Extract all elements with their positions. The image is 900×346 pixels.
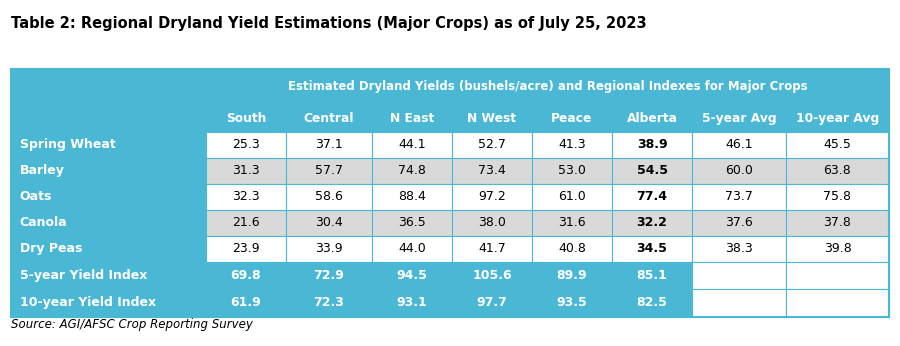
Text: 60.0: 60.0: [725, 164, 752, 177]
Text: 10-year Avg: 10-year Avg: [796, 111, 879, 125]
Text: 52.7: 52.7: [478, 138, 506, 151]
Text: 54.5: 54.5: [636, 164, 668, 177]
Text: Alberta: Alberta: [626, 111, 678, 125]
Text: 61.9: 61.9: [230, 296, 261, 309]
Text: 69.8: 69.8: [230, 269, 261, 282]
Text: 94.5: 94.5: [397, 269, 427, 282]
Text: 97.7: 97.7: [476, 296, 508, 309]
Text: Central: Central: [303, 111, 355, 125]
Text: 63.8: 63.8: [824, 164, 851, 177]
Text: 93.5: 93.5: [556, 296, 588, 309]
Text: 61.0: 61.0: [558, 190, 586, 203]
Text: 31.3: 31.3: [232, 164, 260, 177]
Text: Source: AGI/AFSC Crop Reporting Survey: Source: AGI/AFSC Crop Reporting Survey: [11, 318, 253, 331]
Text: 37.8: 37.8: [824, 216, 851, 229]
Text: 37.6: 37.6: [725, 216, 752, 229]
Text: 73.4: 73.4: [478, 164, 506, 177]
Text: 73.7: 73.7: [725, 190, 752, 203]
Text: 88.4: 88.4: [398, 190, 426, 203]
Text: 57.7: 57.7: [315, 164, 343, 177]
Text: 77.4: 77.4: [636, 190, 668, 203]
Text: 72.9: 72.9: [313, 269, 345, 282]
Text: 23.9: 23.9: [232, 242, 260, 255]
Text: Table 2: Regional Dryland Yield Estimations (Major Crops) as of July 25, 2023: Table 2: Regional Dryland Yield Estimati…: [11, 16, 646, 30]
Text: 53.0: 53.0: [558, 164, 586, 177]
Text: 105.6: 105.6: [472, 269, 512, 282]
Text: 45.5: 45.5: [824, 138, 851, 151]
Text: N West: N West: [467, 111, 517, 125]
Text: 75.8: 75.8: [824, 190, 851, 203]
Text: 74.8: 74.8: [398, 164, 426, 177]
Text: 39.8: 39.8: [824, 242, 851, 255]
Text: 40.8: 40.8: [558, 242, 586, 255]
Text: 5-year Avg: 5-year Avg: [702, 111, 776, 125]
Text: 38.3: 38.3: [725, 242, 752, 255]
Text: 10-year Yield Index: 10-year Yield Index: [20, 296, 156, 309]
Text: 32.2: 32.2: [636, 216, 668, 229]
Text: 30.4: 30.4: [315, 216, 343, 229]
Text: Dry Peas: Dry Peas: [20, 242, 82, 255]
Text: South: South: [226, 111, 266, 125]
Text: 34.5: 34.5: [636, 242, 668, 255]
Text: 44.1: 44.1: [398, 138, 426, 151]
Text: 46.1: 46.1: [725, 138, 752, 151]
Text: 44.0: 44.0: [398, 242, 426, 255]
Text: 38.9: 38.9: [636, 138, 667, 151]
Text: 41.7: 41.7: [478, 242, 506, 255]
Text: 97.2: 97.2: [478, 190, 506, 203]
Text: 89.9: 89.9: [557, 269, 588, 282]
Text: 31.6: 31.6: [558, 216, 586, 229]
Text: Canola: Canola: [20, 216, 68, 229]
Text: 5-year Yield Index: 5-year Yield Index: [20, 269, 148, 282]
Text: 41.3: 41.3: [558, 138, 586, 151]
Text: 36.5: 36.5: [398, 216, 426, 229]
Text: 85.1: 85.1: [636, 269, 668, 282]
Text: Peace: Peace: [552, 111, 593, 125]
Text: Barley: Barley: [20, 164, 65, 177]
Text: 37.1: 37.1: [315, 138, 343, 151]
Text: 93.1: 93.1: [397, 296, 427, 309]
Text: 58.6: 58.6: [315, 190, 343, 203]
Text: N East: N East: [390, 111, 434, 125]
Text: 25.3: 25.3: [232, 138, 260, 151]
Text: 82.5: 82.5: [636, 296, 668, 309]
Text: Oats: Oats: [20, 190, 52, 203]
Text: 32.3: 32.3: [232, 190, 260, 203]
Text: 33.9: 33.9: [315, 242, 343, 255]
Text: Spring Wheat: Spring Wheat: [20, 138, 115, 151]
Text: 21.6: 21.6: [232, 216, 260, 229]
Text: Estimated Dryland Yields (bushels/acre) and Regional Indexes for Major Crops: Estimated Dryland Yields (bushels/acre) …: [288, 80, 807, 93]
Text: 72.3: 72.3: [313, 296, 345, 309]
Text: 38.0: 38.0: [478, 216, 506, 229]
